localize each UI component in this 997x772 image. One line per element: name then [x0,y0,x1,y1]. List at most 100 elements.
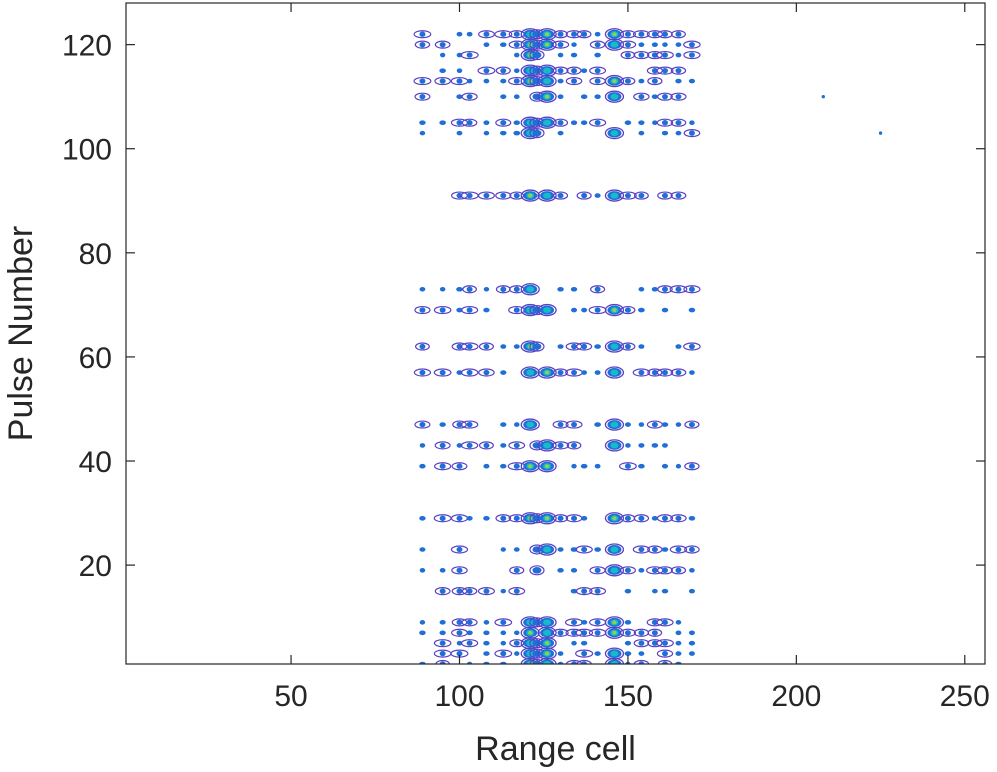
contour-outer-ring [619,191,637,200]
contour-dot [439,52,446,58]
contour-outer-ring [551,40,570,49]
contour-mid-ring [675,192,682,199]
contour-outer-ring [683,50,701,60]
contour-dot [675,344,682,349]
contour-outer-ring [619,40,637,49]
contour-peak [544,516,550,521]
contour-outer-ring [477,66,496,75]
contour-dot [581,370,587,375]
contour-mid-ring [594,41,601,48]
contour-dot [580,94,588,99]
contour-dot [513,68,520,73]
contour-dot [419,568,426,573]
contour-dot [675,52,682,58]
contour-outer-ring [509,566,525,575]
contour-outer-ring [552,66,569,75]
contour-mid-ring [532,619,542,626]
contour-outer-ring [657,566,673,575]
contour-mid-ring [466,52,473,58]
contour-outer-ring [433,639,452,648]
contour-dot [513,630,520,636]
contour-dot [500,547,506,552]
contour-mid-ring [624,52,631,58]
contour-outer-ring [414,92,431,101]
contour-dot [625,443,631,448]
contour-dot [594,31,601,37]
contour-outer-ring [656,649,674,658]
contour-mid-ring [456,192,463,199]
plot-area-frame [125,2,986,665]
contour-mid-ring [571,67,578,74]
contour-outer-ring [619,566,636,575]
contour-outer-ring [670,66,687,75]
contour-dot [662,443,668,448]
contour-mid-ring [419,93,426,100]
contour-outer-ring [566,441,582,450]
contour-inner-ring [526,369,535,376]
contour-mid-ring [651,640,658,646]
contour-dot [483,515,490,521]
contour-mid-ring [513,286,520,292]
contour-dot [483,42,490,47]
contour-peak [544,464,550,469]
contour-outer-ring [537,90,557,103]
contour-peak [544,641,550,646]
contour-outer-ring [604,439,625,452]
contour-dot [439,620,446,625]
x-tick-label: 150 [603,680,653,713]
contour-mid-ring [513,41,520,48]
contour-mid-ring [651,546,658,553]
contour-outer-ring [553,368,569,377]
contour-mid-ring [624,515,631,521]
contour-mid-ring [466,307,473,313]
contour-mid-ring [500,31,507,37]
contour-outer-ring [604,543,625,556]
contour-dot [499,42,507,47]
contour-dot [652,120,658,126]
contour-outer-ring [565,76,583,86]
contour-outer-ring [618,462,637,471]
contour-dot [483,640,490,646]
contour-dot [661,588,669,594]
contour-outer-ring [589,66,607,75]
contour-inner-ring [610,343,619,350]
contour-mid-ring [456,546,463,553]
contour-mid-ring [688,343,695,350]
contour-mid-ring [439,588,446,594]
contour-dot [661,547,669,552]
contour-outer-ring [551,441,570,450]
contour-outer-ring [590,285,606,294]
contour-mid-ring [557,31,564,37]
contour-mid-ring [661,640,668,646]
contour-dot [689,568,695,573]
contour-mid-ring [571,369,578,376]
contour-mid-ring [557,369,564,376]
contour-outer-ring [552,514,569,523]
contour-dot [675,651,682,656]
contour-mid-ring [651,31,658,37]
contour-inner-ring [610,661,619,664]
contour-outer-ring [620,50,636,60]
contour-outer-ring [433,305,452,315]
contour-peak [544,94,550,99]
contour-outer-ring [657,659,673,664]
contour-mid-ring [651,78,658,84]
contour-dot [675,630,682,636]
contour-mid-ring [675,67,682,74]
contour-mid-ring [571,78,578,84]
contour-mid-ring [675,515,682,521]
contour-dot [571,42,577,47]
contour-mid-ring [466,421,473,428]
contour-outer-ring [478,368,495,377]
contour-mid-ring [513,442,520,449]
contour-dot [571,640,577,646]
contour-mid-ring [532,650,542,657]
contour-mid-ring [439,442,446,449]
contour-outer-ring [575,545,593,554]
contour-mid-ring [688,130,695,136]
contour-mid-ring [638,52,645,58]
contour-dot [513,120,520,126]
contour-dot [557,651,564,656]
contour-outer-ring [656,514,674,523]
contour-outer-ring [460,441,479,450]
